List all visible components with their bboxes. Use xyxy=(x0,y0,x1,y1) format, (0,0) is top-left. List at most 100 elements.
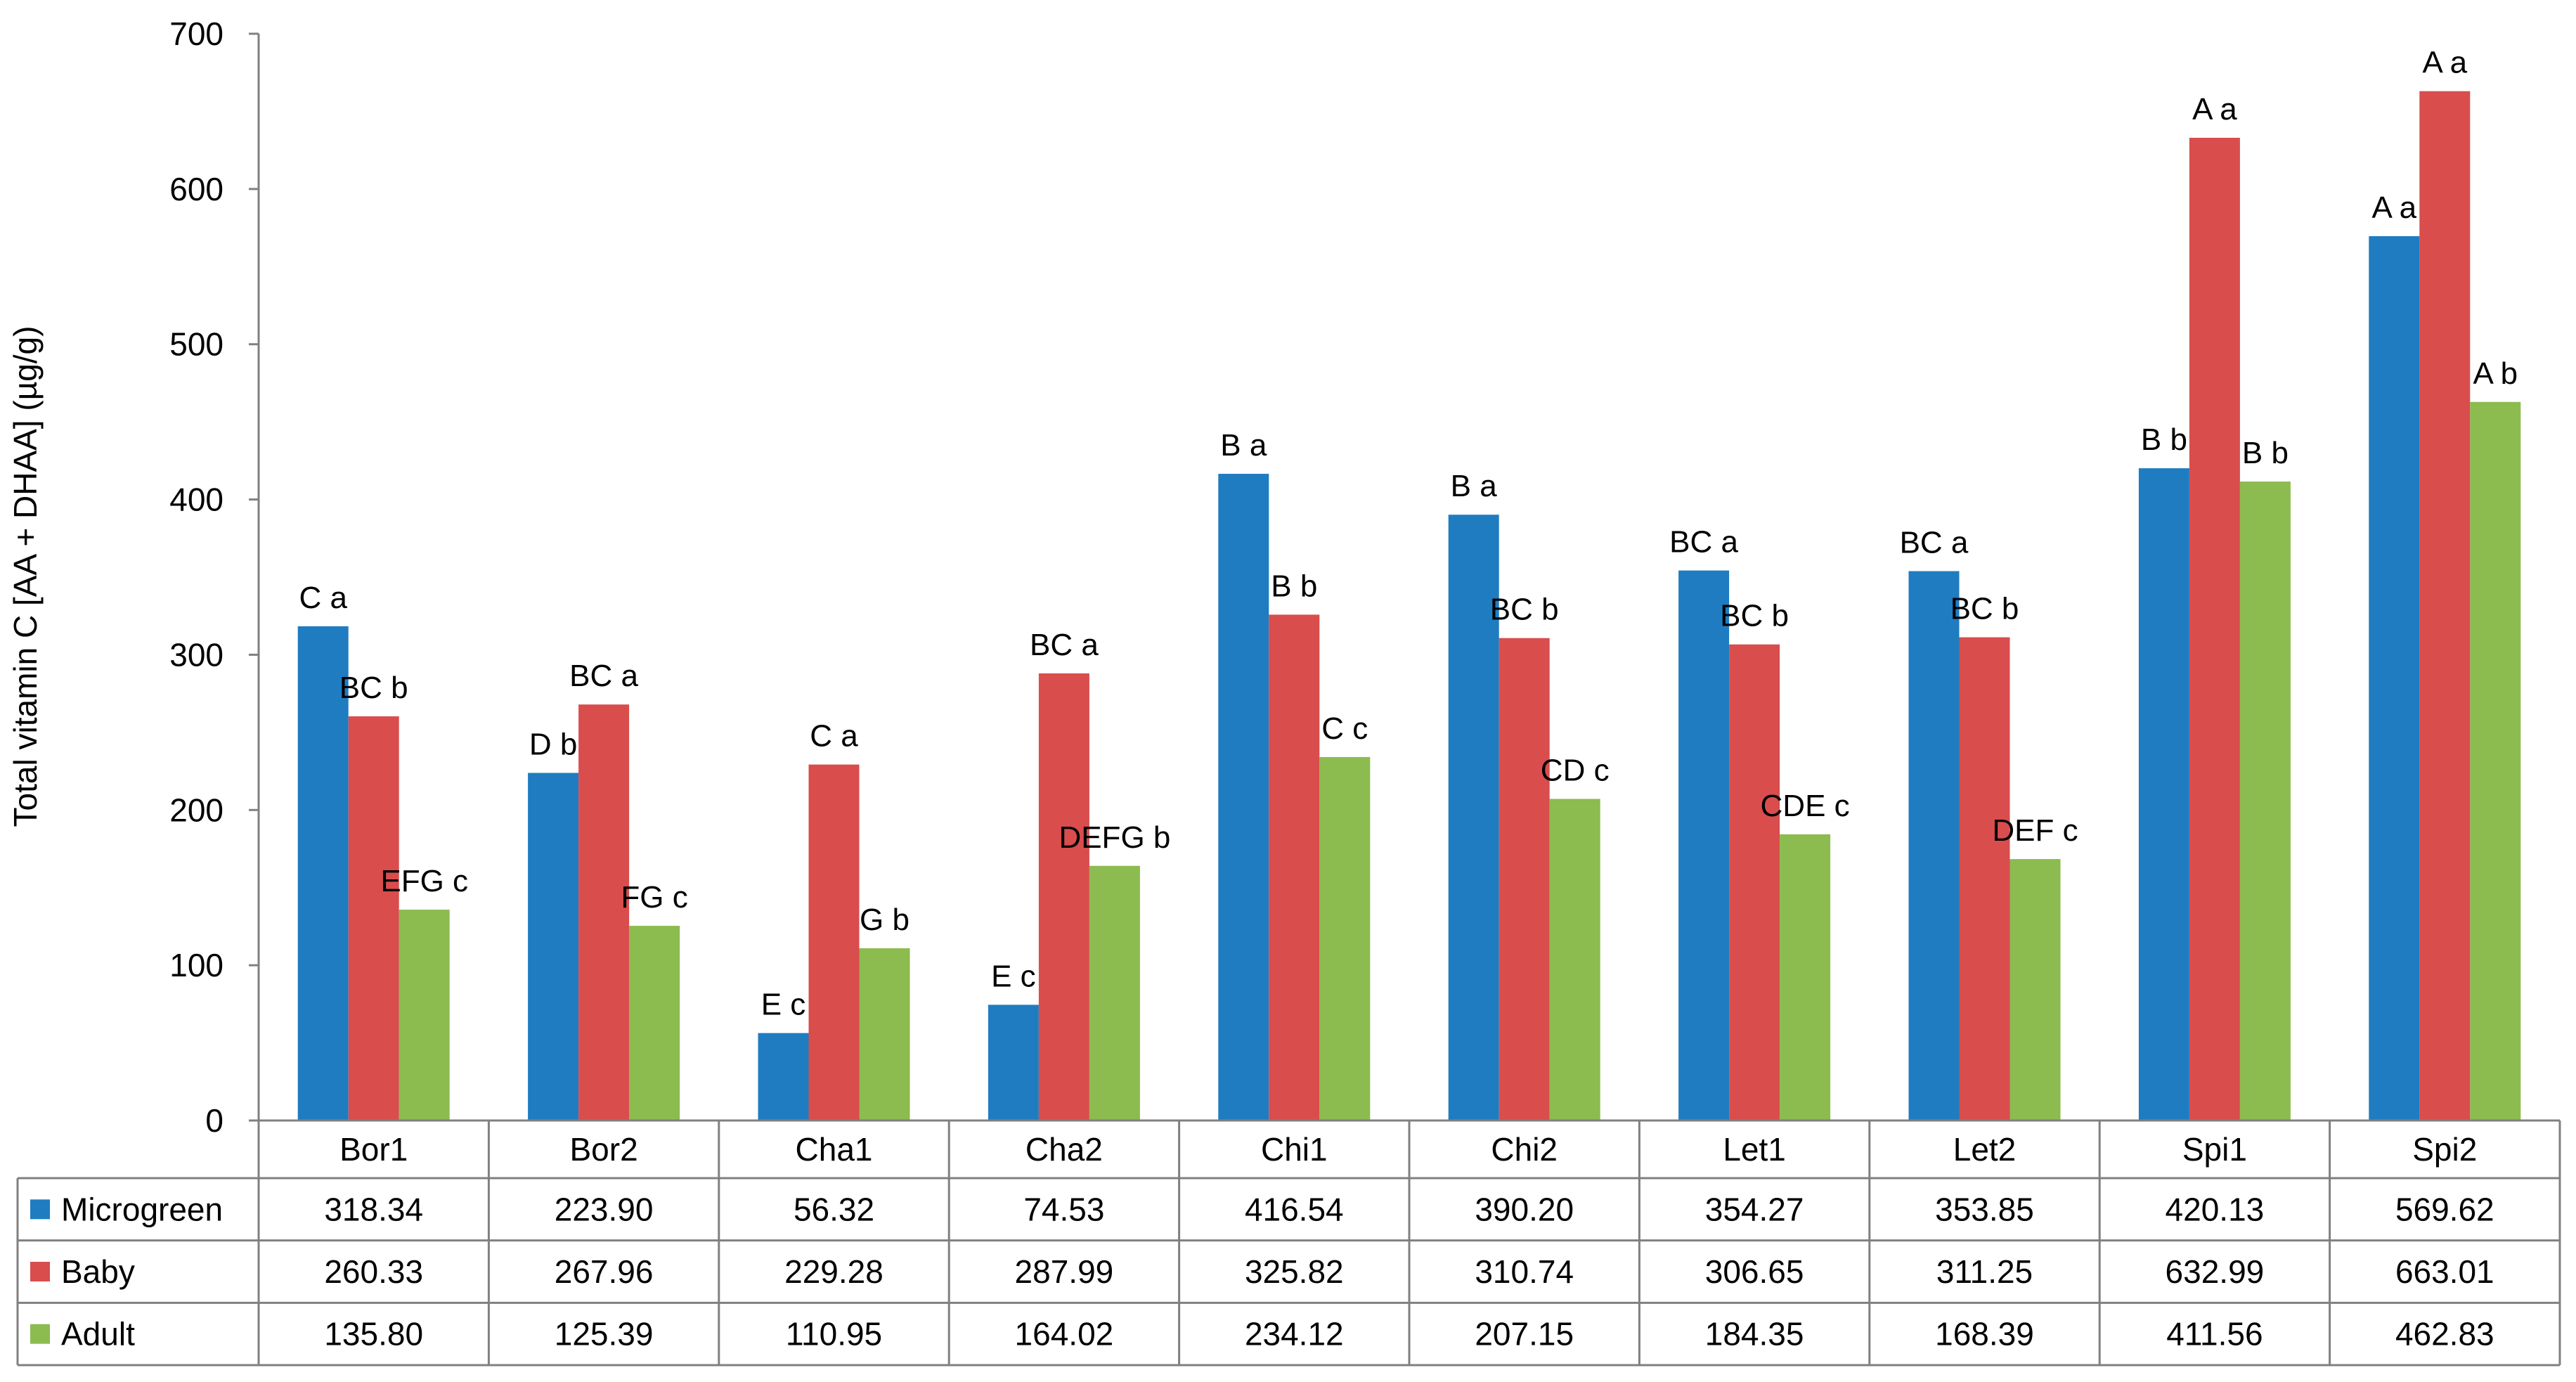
table-cell-value: 234.12 xyxy=(1245,1316,1344,1352)
bar xyxy=(1549,799,1600,1121)
bar xyxy=(2138,468,2189,1121)
bar-annotation: CDE c xyxy=(1761,789,1850,823)
bar xyxy=(1780,834,1831,1121)
table-cell-value: 632.99 xyxy=(2166,1253,2265,1290)
bar xyxy=(399,910,450,1121)
bar xyxy=(2470,401,2521,1121)
bar xyxy=(1269,614,1320,1121)
table-cell-value: 287.99 xyxy=(1015,1253,1114,1290)
bar-annotation: BC a xyxy=(1900,525,1969,560)
bar xyxy=(2239,482,2291,1121)
legend-swatch xyxy=(30,1262,50,1281)
legend-swatch xyxy=(30,1199,50,1220)
y-tick-label: 200 xyxy=(169,792,224,828)
bar xyxy=(1678,570,1730,1121)
bar-annotation: B b xyxy=(2242,436,2289,470)
bar-annotation: BC b xyxy=(1490,593,1559,627)
legend-label: Adult xyxy=(61,1316,135,1352)
table-cell-value: 223.90 xyxy=(555,1191,654,1227)
bar-annotation: C a xyxy=(810,719,858,754)
table-cell-value: 416.54 xyxy=(1245,1191,1344,1227)
table-cell-value: 311.25 xyxy=(1936,1253,2033,1290)
table-cell-value: 260.33 xyxy=(324,1253,423,1290)
bar xyxy=(1089,865,1140,1121)
x-category-label: Spi2 xyxy=(2412,1131,2477,1168)
bars xyxy=(297,91,2521,1121)
table-cell-value: 229.28 xyxy=(784,1253,884,1290)
bar-annotation: B b xyxy=(1271,569,1317,603)
bar-annotation: D b xyxy=(529,728,577,762)
bar xyxy=(859,948,910,1121)
table-cell-value: 411.56 xyxy=(2166,1316,2263,1352)
bar-annotation: BC b xyxy=(339,671,408,705)
bar xyxy=(1038,673,1089,1121)
bar-annotation: E c xyxy=(761,988,806,1022)
bar-annotation: B a xyxy=(1220,428,1267,463)
table-cell-value: 110.95 xyxy=(786,1316,882,1352)
table-cell-value: 267.96 xyxy=(555,1253,654,1290)
bar-annotations: C a BC b EFG c D b BC a FG c E c C a G b E c BC a D… xyxy=(299,46,2518,1022)
table-cell-value: 325.82 xyxy=(1245,1253,1344,1290)
bar xyxy=(2009,859,2061,1121)
table-cell-value: 168.39 xyxy=(1935,1316,2034,1352)
table-cell-value: 135.80 xyxy=(324,1316,423,1352)
x-category-label: Chi2 xyxy=(1491,1131,1558,1168)
bar-annotation: BC a xyxy=(1669,525,1738,560)
bar xyxy=(629,926,680,1121)
bar xyxy=(1729,644,1780,1121)
bar-annotation: BC b xyxy=(1720,599,1789,633)
bar-annotation: E c xyxy=(991,959,1036,993)
bar-annotation: C a xyxy=(299,581,347,615)
bar-annotation: C c xyxy=(1321,711,1368,746)
bar xyxy=(2189,137,2240,1121)
table-cell-value: 207.15 xyxy=(1475,1316,1574,1352)
bar-annotation: A a xyxy=(2192,92,2237,127)
legend-swatch xyxy=(30,1324,50,1344)
y-tick-label: 700 xyxy=(169,15,224,52)
bar xyxy=(1959,637,2010,1121)
table-cell-value: 318.34 xyxy=(324,1191,423,1227)
bar xyxy=(348,716,399,1121)
bar-annotation: A a xyxy=(2371,190,2416,225)
bar-annotation: EFG c xyxy=(380,864,468,898)
x-category-label: Chi1 xyxy=(1261,1131,1328,1168)
bar xyxy=(578,704,630,1121)
bar-annotation: A b xyxy=(2473,356,2518,391)
y-tick-label: 0 xyxy=(205,1102,224,1139)
bar xyxy=(1218,474,1269,1121)
table-cell-value: 56.32 xyxy=(794,1191,874,1227)
bar-annotation: CD c xyxy=(1541,753,1610,787)
bar-annotation: A a xyxy=(2422,46,2467,80)
bar-annotation: DEFG b xyxy=(1059,820,1170,855)
y-tick-label: 300 xyxy=(169,636,224,673)
y-tick-label: 500 xyxy=(169,326,224,363)
bar xyxy=(758,1033,809,1121)
data-table: Bor1 Bor2 Cha1 Cha2 Chi1 Chi2 Let1 Let2 Spi1 Spi2… xyxy=(16,1119,2561,1367)
bar xyxy=(808,764,860,1121)
table-cell-value: 184.35 xyxy=(1705,1316,1804,1352)
x-category-label: Bor2 xyxy=(570,1131,638,1168)
bar xyxy=(2419,91,2471,1121)
x-category-label: Cha2 xyxy=(1025,1131,1103,1168)
x-category-label: Spi1 xyxy=(2182,1131,2247,1168)
bar xyxy=(528,773,579,1121)
bar-annotation: BC b xyxy=(1950,592,2019,626)
table-cell-value: 353.85 xyxy=(1935,1191,2034,1227)
table-cell-value: 310.74 xyxy=(1475,1253,1574,1290)
bar xyxy=(1319,756,1371,1121)
bar-annotation: G b xyxy=(860,903,910,937)
y-tick-label: 600 xyxy=(169,171,224,207)
y-tick-label: 100 xyxy=(169,947,224,983)
bar-annotation: BC a xyxy=(1030,628,1099,662)
legend-label: Baby xyxy=(61,1253,135,1290)
table-cell-value: 125.39 xyxy=(555,1316,654,1352)
table-cell-value: 663.01 xyxy=(2395,1253,2494,1290)
table-cell-value: 462.83 xyxy=(2395,1316,2494,1352)
bar-annotation: B b xyxy=(2141,422,2187,457)
x-category-label: Cha1 xyxy=(796,1131,873,1168)
table-cell-value: 164.02 xyxy=(1015,1316,1114,1352)
bar-annotation: BC a xyxy=(569,659,638,693)
table-cell-value: 74.53 xyxy=(1023,1191,1104,1227)
bar xyxy=(1908,571,1960,1121)
